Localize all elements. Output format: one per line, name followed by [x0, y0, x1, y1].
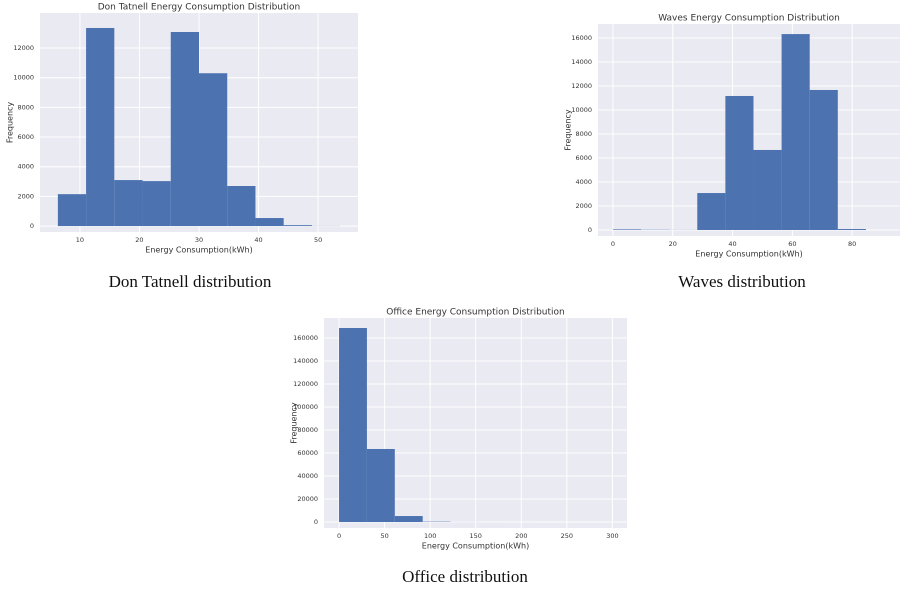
y-tick-label: 20000: [297, 495, 318, 503]
caption: Office distribution: [402, 567, 528, 586]
x-tick-label: 200: [515, 532, 527, 540]
y-tick-label: 60000: [297, 449, 318, 457]
bar: [57, 194, 87, 227]
y-tick-label: 2000: [17, 192, 34, 200]
bar: [142, 181, 171, 227]
y-tick-label: 8000: [17, 103, 34, 111]
x-tick-label: 150: [470, 532, 482, 540]
y-tick-label: 100000: [293, 403, 318, 411]
x-tick-label: 50: [380, 532, 388, 540]
y-tick-label: 10000: [571, 106, 592, 114]
bar: [837, 229, 866, 231]
x-tick-label: 30: [195, 236, 203, 244]
y-tick-label: 80000: [297, 426, 318, 434]
x-axis-label: Energy Consumption(kWh): [422, 542, 529, 551]
x-tick-label: 20: [135, 236, 143, 244]
y-tick-label: 6000: [575, 154, 592, 162]
x-tick-label: 50: [314, 236, 322, 244]
bar: [753, 149, 782, 231]
bar: [781, 34, 810, 231]
x-tick-label: 300: [606, 532, 618, 540]
y-tick-label: 6000: [17, 133, 34, 141]
y-axis-label: Frequency: [6, 102, 15, 144]
y-tick-label: 8000: [575, 130, 592, 138]
y-tick-label: 120000: [293, 380, 318, 388]
bar: [339, 328, 367, 523]
y-tick-label: 12000: [13, 44, 34, 52]
x-axis-label: Energy Consumption(kWh): [145, 246, 252, 255]
x-tick-label: 60: [788, 240, 796, 248]
x-tick-label: 0: [611, 240, 615, 248]
x-tick-label: 100: [424, 532, 436, 540]
chart-title: Don Tatnell Energy Consumption Distribut…: [98, 3, 301, 13]
y-tick-label: 140000: [293, 357, 318, 365]
y-tick-label: 2000: [575, 202, 592, 210]
bar: [227, 186, 256, 227]
chart-title: Waves Energy Consumption Distribution: [658, 14, 840, 24]
bar: [86, 27, 115, 227]
bar: [283, 225, 312, 227]
x-tick-label: 0: [337, 532, 341, 540]
caption: Don Tatnell distribution: [109, 272, 272, 291]
x-tick-label: 20: [669, 240, 677, 248]
bar: [114, 180, 143, 227]
y-tick-label: 14000: [571, 58, 592, 66]
y-tick-label: 0: [30, 222, 34, 230]
bar: [394, 516, 423, 523]
x-tick-label: 40: [254, 236, 262, 244]
x-tick-label: 250: [561, 532, 573, 540]
y-tick-label: 10000: [13, 74, 34, 82]
bar: [612, 229, 642, 231]
x-tick-label: 80: [848, 240, 856, 248]
bar: [366, 448, 395, 523]
caption: Waves distribution: [678, 272, 806, 291]
y-tick-label: 160000: [293, 334, 318, 342]
y-axis-label: Frequency: [290, 402, 299, 444]
bar: [809, 89, 838, 231]
y-tick-label: 12000: [571, 82, 592, 90]
x-axis-label: Energy Consumption(kWh): [695, 250, 802, 259]
x-tick-label: 40: [728, 240, 736, 248]
y-axis-label: Frequency: [564, 109, 573, 151]
y-tick-label: 0: [588, 226, 592, 234]
y-tick-label: 40000: [297, 472, 318, 480]
bar: [725, 95, 754, 231]
chart-title: Office Energy Consumption Distribution: [386, 308, 564, 318]
bar: [170, 31, 199, 227]
y-tick-label: 4000: [17, 163, 34, 171]
x-tick-label: 10: [76, 236, 84, 244]
bar: [255, 218, 284, 227]
bar: [199, 73, 228, 227]
y-tick-label: 0: [314, 518, 318, 526]
y-tick-label: 16000: [571, 34, 592, 42]
y-tick-label: 4000: [575, 178, 592, 186]
bar: [697, 193, 726, 231]
